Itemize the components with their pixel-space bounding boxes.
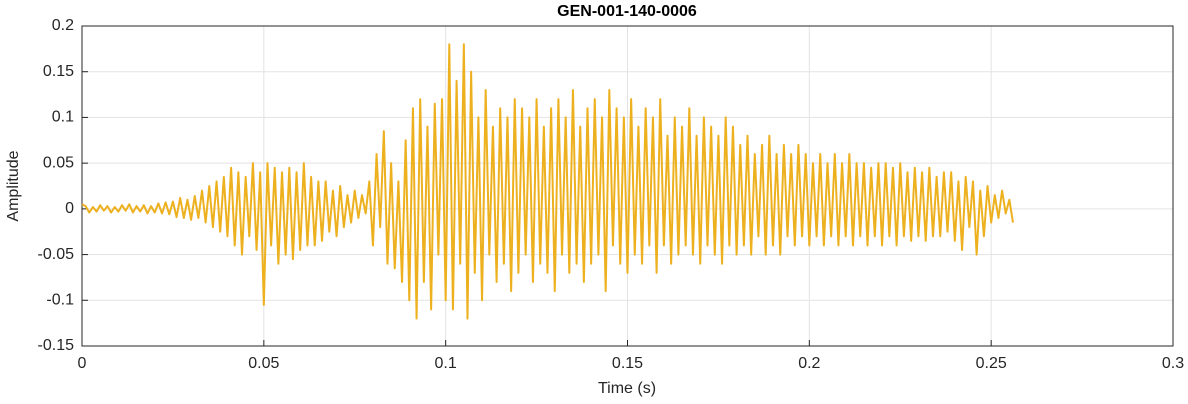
y-tick-label: 0.1 — [52, 109, 74, 126]
x-tick-label: 0.1 — [435, 355, 457, 372]
axes-box — [81, 25, 1174, 347]
waveform-line — [81, 43, 1014, 320]
y-tick-label: -0.1 — [46, 292, 74, 309]
x-tick-label: 0.2 — [798, 355, 820, 372]
y-tick-label: -0.15 — [38, 337, 75, 354]
y-tick-label: 0 — [65, 200, 74, 217]
x-tick-label: 0.25 — [976, 355, 1007, 372]
y-axis-label: Amplitude — [5, 150, 22, 221]
chart-title: GEN-001-140-0006 — [557, 3, 697, 20]
x-tick-label: 0 — [78, 355, 87, 372]
x-tick-label: 0.15 — [612, 355, 643, 372]
y-tick-label: 0.05 — [43, 154, 74, 171]
x-tick-label: 0.05 — [248, 355, 279, 372]
y-tick-label: 0.2 — [52, 17, 74, 34]
x-tick-label: 0.3 — [1162, 355, 1184, 372]
x-axis-label: Time (s) — [598, 380, 656, 397]
y-tick-label: 0.15 — [43, 63, 74, 80]
y-tick-label: -0.05 — [38, 246, 75, 263]
